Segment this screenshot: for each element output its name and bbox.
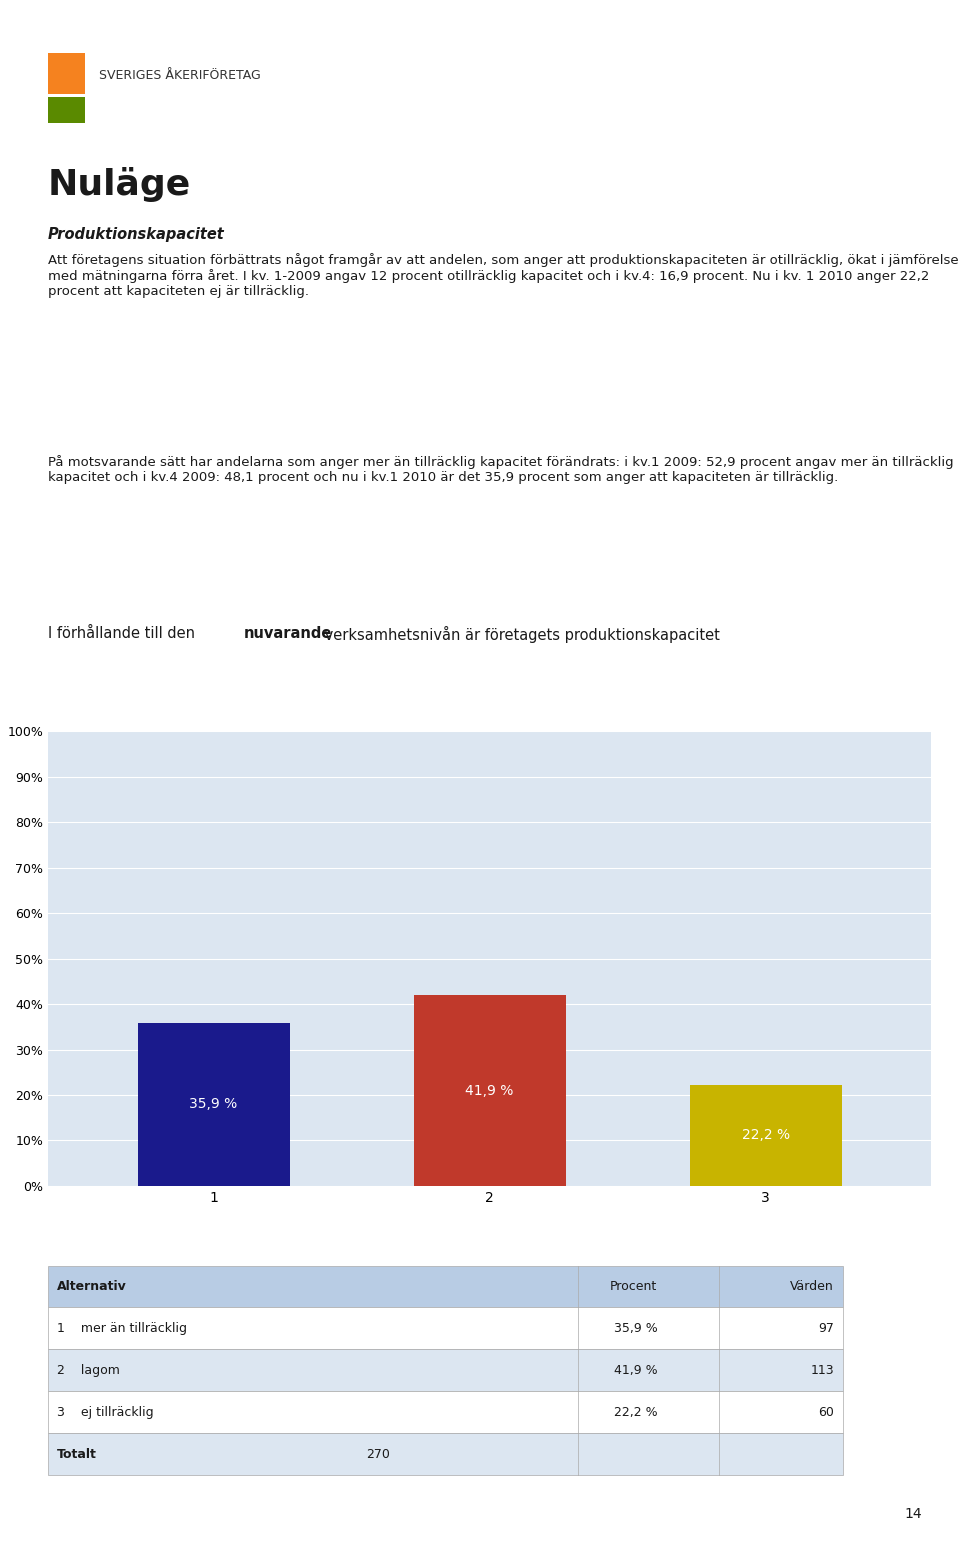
FancyBboxPatch shape	[48, 54, 85, 94]
Bar	[137, 1022, 290, 1186]
Text: 2    lagom: 2 lagom	[57, 1363, 120, 1377]
Text: 41,9 %: 41,9 %	[466, 1084, 514, 1098]
Text: 97: 97	[818, 1322, 834, 1336]
Text: 1    mer än tillräcklig: 1 mer än tillräcklig	[57, 1322, 187, 1336]
Text: Totalt: Totalt	[57, 1448, 97, 1461]
Text: 41,9 %: 41,9 %	[613, 1363, 658, 1377]
Text: SVERIGES ÅKERIFÖRETAG: SVERIGES ÅKERIFÖRETAG	[99, 68, 261, 82]
Text: 3    ej tillräcklig: 3 ej tillräcklig	[57, 1405, 154, 1419]
FancyBboxPatch shape	[48, 1391, 843, 1433]
FancyBboxPatch shape	[48, 97, 85, 124]
Text: Att företagens situation förbättrats något framgår av att andelen, som anger att: Att företagens situation förbättrats någ…	[48, 253, 959, 298]
Text: 270: 270	[366, 1448, 390, 1461]
Text: 14: 14	[904, 1507, 922, 1521]
Text: Procent: Procent	[611, 1280, 658, 1292]
Text: Produktionskapacitet: Produktionskapacitet	[48, 227, 225, 242]
Text: Nuläge: Nuläge	[48, 167, 191, 202]
Text: 113: 113	[810, 1363, 834, 1377]
FancyBboxPatch shape	[48, 1308, 843, 1349]
Bar	[689, 1085, 842, 1186]
Bar	[414, 996, 565, 1186]
Text: I förhållande till den: I förhållande till den	[48, 627, 200, 641]
Text: 35,9 %: 35,9 %	[613, 1322, 658, 1336]
Text: 35,9 %: 35,9 %	[189, 1098, 238, 1112]
FancyBboxPatch shape	[48, 1433, 843, 1475]
Text: 60: 60	[818, 1405, 834, 1419]
FancyBboxPatch shape	[48, 1349, 843, 1391]
Text: På motsvarande sätt har andelarna som anger mer än tillräcklig kapacitet förändr: På motsvarande sätt har andelarna som an…	[48, 454, 953, 483]
Text: verksamhetsnivån är företagets produktionskapacitet: verksamhetsnivån är företagets produktio…	[320, 627, 720, 644]
Text: Alternativ: Alternativ	[57, 1280, 127, 1292]
FancyBboxPatch shape	[48, 1266, 843, 1308]
Text: nuvarande: nuvarande	[244, 627, 332, 641]
Text: 22,2 %: 22,2 %	[613, 1405, 658, 1419]
Text: Värden: Värden	[790, 1280, 834, 1292]
Text: 22,2 %: 22,2 %	[741, 1129, 790, 1143]
